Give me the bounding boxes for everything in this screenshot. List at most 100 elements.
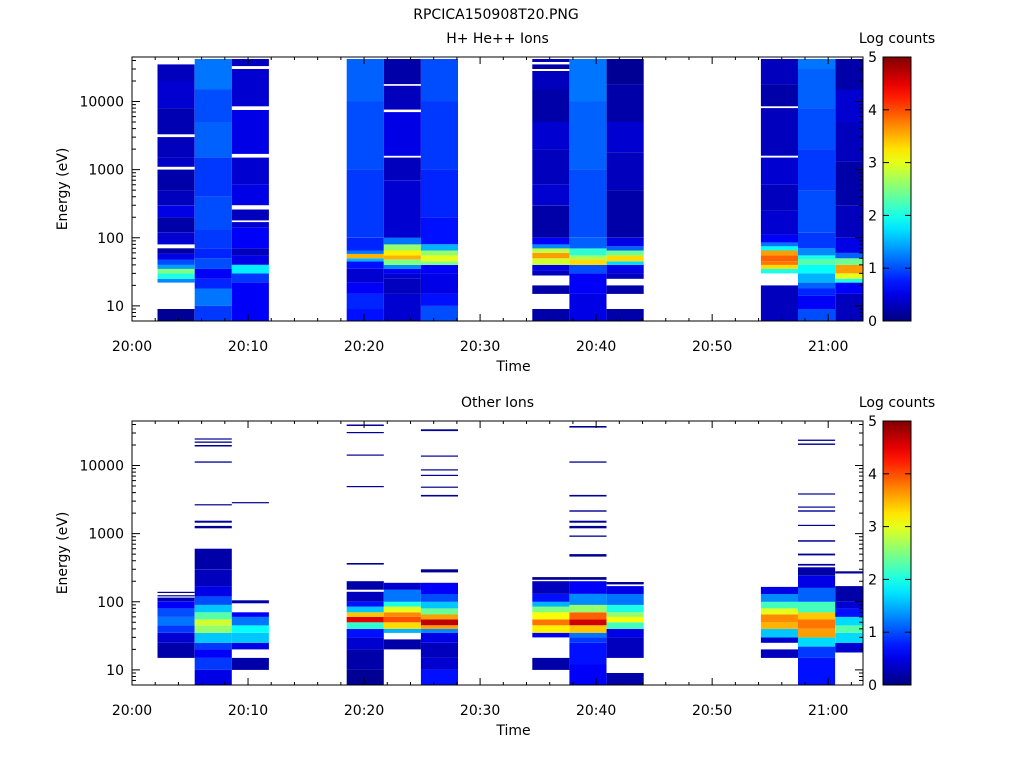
heatmap-cell xyxy=(194,520,232,523)
heatmap-cell xyxy=(420,293,458,306)
heatmap-cell xyxy=(194,196,232,230)
heatmap-cell xyxy=(569,494,607,497)
heatmap-cell xyxy=(194,569,232,587)
heatmap-cell xyxy=(194,669,232,685)
colorbar-tick-label: 2 xyxy=(868,572,877,588)
heatmap-cell xyxy=(420,669,458,685)
heatmap-cell xyxy=(420,59,458,102)
heatmap-cell xyxy=(383,237,421,245)
heatmap-cell xyxy=(157,81,195,109)
heatmap-cell xyxy=(157,625,195,633)
heatmap-cell xyxy=(606,152,644,191)
heatmap-cell xyxy=(532,244,570,249)
heatmap-cell xyxy=(383,612,421,617)
heatmap-cell xyxy=(420,601,458,609)
heatmap-cell xyxy=(383,85,421,110)
heatmap-cell xyxy=(760,210,798,235)
heatmap-cell xyxy=(157,595,195,597)
heatmap-cell xyxy=(157,108,195,135)
heatmap-cell xyxy=(532,264,570,271)
colorbar xyxy=(882,56,912,322)
heatmap-cell xyxy=(231,600,269,604)
heatmap-cell xyxy=(157,642,195,658)
heatmap-cell xyxy=(606,250,644,256)
heatmap-cell xyxy=(760,184,798,211)
x-axis-label: Time xyxy=(495,359,530,375)
heatmap-cell xyxy=(569,293,607,321)
x-tick-label: 20:50 xyxy=(692,703,732,719)
heatmap-cell xyxy=(569,59,607,102)
heatmap-cell xyxy=(798,575,836,588)
heatmap-cell xyxy=(532,657,570,670)
heatmap-cell xyxy=(760,586,798,594)
heatmap-cell xyxy=(798,190,836,233)
heatmap-cell xyxy=(798,601,836,613)
heatmap-cell xyxy=(420,494,458,497)
heatmap-cell xyxy=(420,217,458,245)
heatmap-cell xyxy=(346,309,384,321)
heatmap-cell xyxy=(760,622,798,629)
heatmap-cell xyxy=(835,59,863,90)
heatmap-cell xyxy=(760,108,798,156)
heatmap-cell xyxy=(569,535,607,537)
heatmap-cell xyxy=(420,628,458,633)
heatmap-cell xyxy=(383,622,421,629)
colorbar-tick-label: 5 xyxy=(868,414,877,430)
heatmap-cell xyxy=(569,264,607,274)
heatmap-cell xyxy=(194,230,232,249)
heatmap-cell xyxy=(798,493,836,495)
x-tick-label: 21:00 xyxy=(808,339,848,355)
heatmap-cell xyxy=(194,441,232,443)
heatmap-cell xyxy=(835,282,863,294)
heatmap-cell xyxy=(835,616,863,626)
y-tick-label: 1000 xyxy=(88,163,124,179)
heatmap-cell xyxy=(798,567,836,576)
heatmap-cell xyxy=(798,524,836,526)
colorbar-tick-label: 2 xyxy=(868,208,877,224)
heatmap-cell xyxy=(760,157,798,185)
heatmap-cell xyxy=(231,273,269,283)
heatmap-cell xyxy=(383,582,421,590)
colorbar-label: Log counts xyxy=(859,395,935,411)
heatmap-cell xyxy=(606,582,644,585)
heatmap-cell xyxy=(194,278,232,289)
heatmap-cell xyxy=(420,250,458,256)
heatmap-cell xyxy=(532,71,570,90)
heatmap-cell xyxy=(346,59,384,102)
heatmap-cell xyxy=(157,268,195,274)
heatmap-cell xyxy=(569,273,607,294)
colorbar-label: Log counts xyxy=(859,31,935,47)
heatmap-cell xyxy=(606,273,644,279)
heatmap-cell xyxy=(157,273,195,279)
heatmap-cell xyxy=(835,258,863,265)
heatmap-cell xyxy=(346,101,384,170)
heatmap-cell xyxy=(383,273,421,279)
heatmap-cell xyxy=(606,285,644,294)
colorbar-tick-label: 4 xyxy=(868,103,877,119)
heatmap-cell xyxy=(194,657,232,670)
heatmap-cell xyxy=(760,637,798,643)
heatmap-cell xyxy=(798,540,836,542)
heatmap-cell xyxy=(569,577,607,580)
heatmap-cell xyxy=(606,261,644,265)
heatmap-cell xyxy=(569,255,607,260)
heatmap-cell xyxy=(532,606,570,613)
heatmap-cell xyxy=(383,628,421,633)
heatmap-cell xyxy=(194,438,232,440)
heatmap-cell xyxy=(194,525,232,529)
heatmap-cell xyxy=(760,608,798,615)
heatmap-cell xyxy=(606,673,644,685)
heatmap-cell xyxy=(194,305,232,321)
heatmap-cell xyxy=(835,161,863,206)
heatmap-cell xyxy=(231,69,269,107)
heatmap-cell xyxy=(420,594,458,602)
heatmap-cell xyxy=(383,250,421,256)
heatmap-cell xyxy=(798,295,836,309)
heatmap-cell xyxy=(194,59,232,90)
heatmap-cell xyxy=(346,261,384,269)
heatmap-cell xyxy=(798,563,836,566)
heatmap-cell xyxy=(532,581,570,594)
heatmap-cell xyxy=(606,59,644,85)
colorbar xyxy=(882,420,912,686)
